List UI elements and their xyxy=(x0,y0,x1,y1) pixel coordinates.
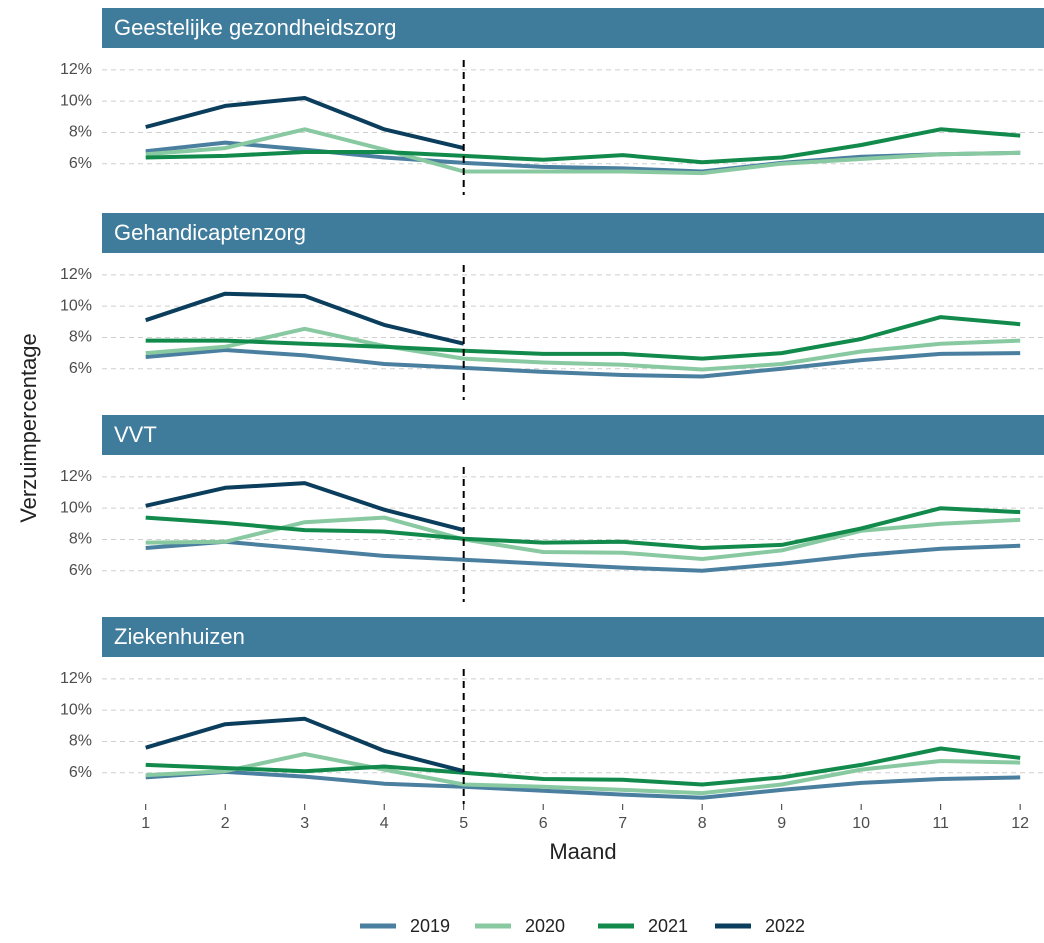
x-tick-label: 6 xyxy=(539,815,548,832)
y-tick-label: 8% xyxy=(69,733,92,750)
facet-strip xyxy=(102,415,1044,455)
series-line xyxy=(145,127,1021,165)
legend-label: 2021 xyxy=(648,916,688,936)
y-tick-label: 12% xyxy=(60,61,92,78)
x-tick-label: 1 xyxy=(141,815,150,832)
series-line xyxy=(145,96,465,151)
series-line xyxy=(145,326,1021,372)
y-tick-label: 8% xyxy=(69,329,92,346)
y-tick-label: 6% xyxy=(69,155,92,172)
series-line xyxy=(145,291,465,346)
y-tick-label: 12% xyxy=(60,266,92,283)
x-tick-label: 12 xyxy=(1011,815,1029,832)
y-tick-label: 10% xyxy=(60,701,92,718)
facet-strip xyxy=(102,8,1044,48)
series-line xyxy=(145,769,1021,800)
x-tick-label: 10 xyxy=(852,815,870,832)
series-line xyxy=(145,746,1021,787)
series-line xyxy=(145,348,1021,379)
x-tick-label: 7 xyxy=(618,815,627,832)
facet-title: VVT xyxy=(114,422,157,447)
facet-strip xyxy=(102,213,1044,253)
x-tick-label: 9 xyxy=(777,815,786,832)
legend-label: 2020 xyxy=(525,916,565,936)
series-line xyxy=(145,481,465,533)
legend-label: 2022 xyxy=(765,916,805,936)
series-line xyxy=(145,506,1021,550)
y-tick-label: 6% xyxy=(69,562,92,579)
y-tick-label: 6% xyxy=(69,360,92,377)
x-tick-label: 4 xyxy=(380,815,389,832)
y-tick-label: 10% xyxy=(60,499,92,516)
y-tick-label: 10% xyxy=(60,92,92,109)
series-line xyxy=(145,752,1021,796)
series-line xyxy=(145,539,1021,573)
facet-title: Ziekenhuizen xyxy=(114,624,245,649)
x-tick-label: 5 xyxy=(459,815,468,832)
facet-strip xyxy=(102,617,1044,657)
x-axis-title: Maand xyxy=(549,839,616,864)
facet-title: Geestelijke gezondheidszorg xyxy=(114,15,397,40)
y-tick-label: 10% xyxy=(60,297,92,314)
y-tick-label: 6% xyxy=(69,764,92,781)
y-axis-title: Verzuimpercentage xyxy=(16,333,41,523)
y-tick-label: 12% xyxy=(60,670,92,687)
x-tick-label: 11 xyxy=(932,815,949,832)
y-tick-label: 8% xyxy=(69,124,92,141)
series-line xyxy=(145,315,1021,361)
x-tick-label: 3 xyxy=(300,815,309,832)
series-line xyxy=(145,127,1021,176)
x-tick-label: 8 xyxy=(698,815,707,832)
series-line xyxy=(145,515,1021,561)
legend-label: 2019 xyxy=(410,916,450,936)
series-line xyxy=(145,716,465,774)
y-tick-label: 8% xyxy=(69,531,92,548)
y-tick-label: 12% xyxy=(60,468,92,485)
facet-title: Gehandicaptenzorg xyxy=(114,220,306,245)
x-tick-label: 2 xyxy=(221,815,230,832)
